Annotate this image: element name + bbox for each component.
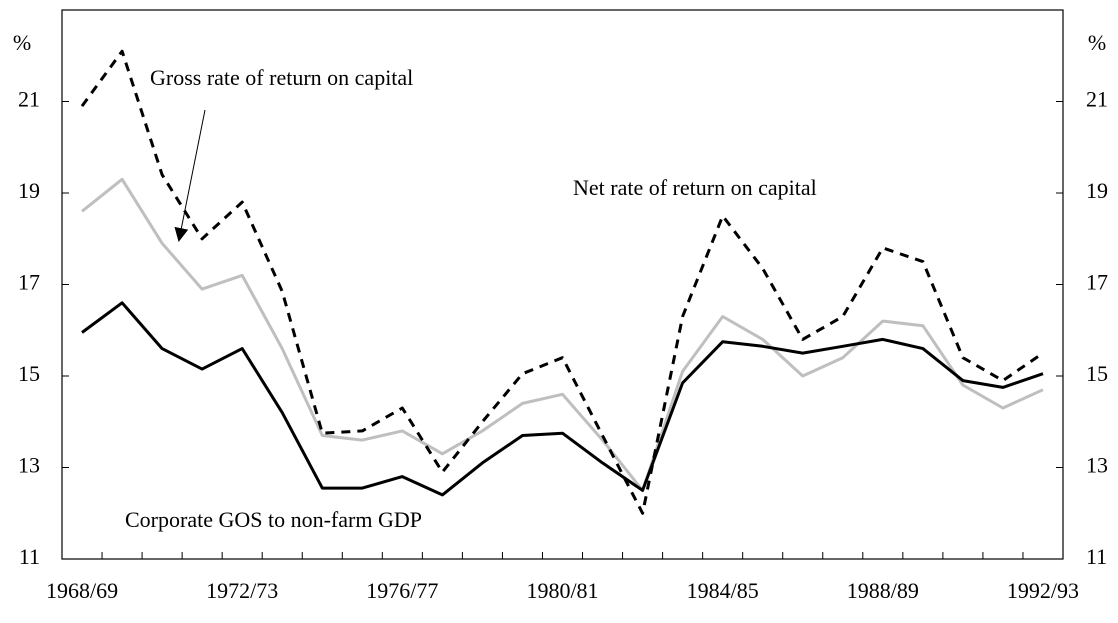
x-tick-label: 1992/93 [1007, 578, 1079, 603]
y2-tick-label: 19 [1086, 178, 1108, 203]
y2-tick-label: 11 [1086, 544, 1107, 569]
x-tick-label: 1984/85 [687, 578, 759, 603]
annotation-arrow [174, 109, 206, 242]
x-tick-label: 1968/69 [46, 578, 118, 603]
x-tick-label: 1980/81 [526, 578, 598, 603]
y2-axis-unit: % [1088, 30, 1106, 55]
series-line [80, 49, 1044, 515]
series-label: Corporate GOS to non-farm GDP [125, 507, 422, 532]
y-axis-unit: % [13, 30, 31, 55]
x-tick-label: 1976/77 [366, 578, 438, 603]
series-line [81, 301, 1044, 497]
x-tick-label: 1988/89 [847, 578, 919, 603]
x-tick-label: 1972/73 [206, 578, 278, 603]
y-tick-label: 13 [18, 453, 40, 478]
y-tick-label: 21 [18, 87, 40, 112]
y2-tick-label: 15 [1086, 361, 1108, 386]
series-line [81, 177, 1044, 492]
series-label: Net rate of return on capital [573, 175, 817, 200]
y2-tick-label: 21 [1086, 87, 1108, 112]
y-tick-label: 15 [18, 361, 40, 386]
y2-tick-label: 13 [1086, 453, 1108, 478]
y-tick-label: 19 [18, 178, 40, 203]
series-label: Gross rate of return on capital [150, 65, 413, 90]
y-tick-label: 11 [19, 544, 40, 569]
y-tick-label: 17 [18, 270, 40, 295]
y2-tick-label: 17 [1086, 270, 1108, 295]
